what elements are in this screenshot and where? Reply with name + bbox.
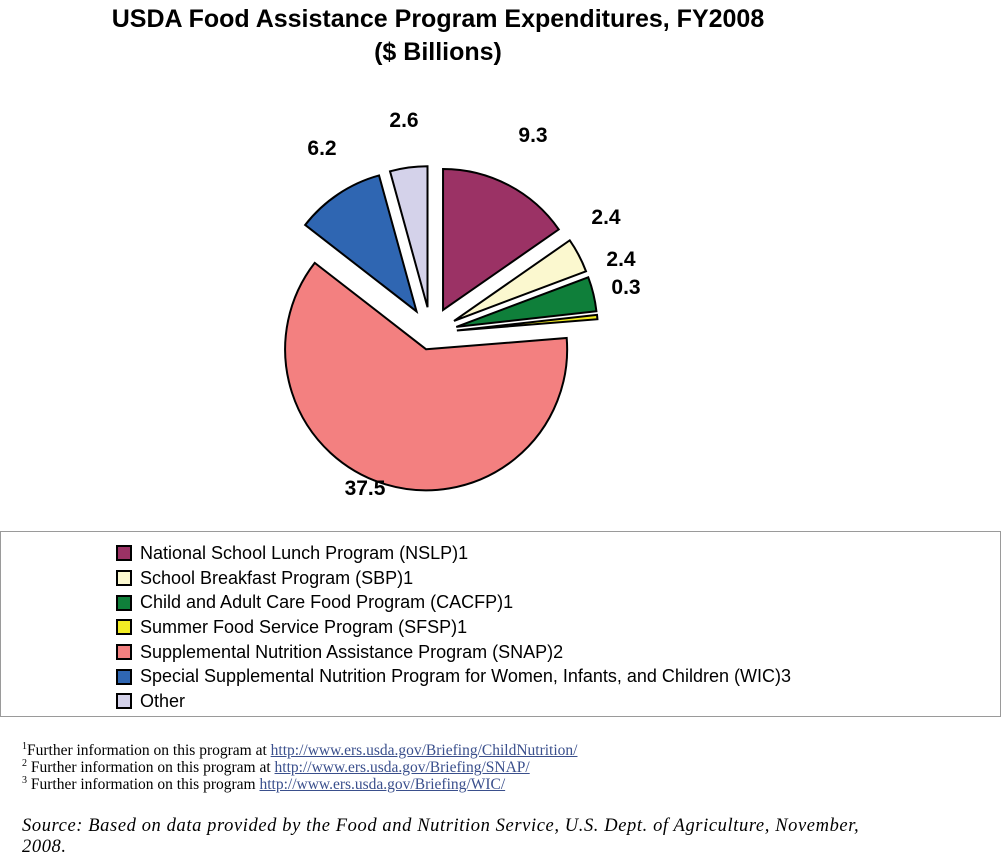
legend-label: Summer Food Service Program (SFSP)1 [140, 616, 468, 637]
legend-item: Other [116, 689, 791, 714]
pie-slice [303, 174, 419, 315]
pie-slice [388, 165, 429, 308]
legend-item: Supplemental Nutrition Assistance Progra… [116, 640, 791, 665]
slice-value-label: 37.5 [345, 477, 386, 500]
footnote-3-link[interactable]: http://www.ers.usda.gov/Briefing/WIC/ [259, 776, 506, 793]
footnote-2-link[interactable]: http://www.ers.usda.gov/Briefing/SNAP/ [274, 759, 530, 776]
legend-swatch [116, 594, 132, 611]
legend: National School Lunch Program (NSLP)1 Sch… [0, 531, 1001, 717]
slice-value-label: 2.4 [606, 248, 636, 271]
slice-value-label: 6.2 [307, 137, 336, 160]
legend-swatch [116, 619, 132, 636]
chart-title: USDA Food Assistance Program Expenditure… [0, 3, 876, 69]
footnotes: 1Further information on this program at … [22, 741, 578, 794]
pie-slice [456, 313, 599, 332]
legend-label: Special Supplemental Nutrition Program f… [140, 666, 791, 687]
slice-value-label: 2.4 [591, 206, 621, 229]
chart-title-main: USDA Food Assistance Program Expenditure… [111, 5, 765, 33]
legend-swatch [116, 570, 132, 587]
legend-item: Child and Adult Care Food Program (CACFP… [116, 590, 791, 615]
legend-label: Child and Adult Care Food Program (CACFP… [140, 592, 514, 613]
legend-swatch [116, 668, 132, 685]
chart-subtitle: ($ Billions) [374, 38, 502, 66]
legend-label: Supplemental Nutrition Assistance Progra… [140, 641, 564, 662]
footnote-1-link[interactable]: http://www.ers.usda.gov/Briefing/ChildNu… [270, 742, 578, 759]
footnote-3: 3 Further information on this program ht… [22, 775, 506, 794]
slice-value-label: 2.6 [389, 109, 418, 132]
slice-value-label: 9.3 [518, 124, 547, 147]
legend-item: Special Supplemental Nutrition Program f… [116, 664, 791, 689]
pie-chart: 9.3 2.4 2.4 0.3 37.5 6.2 2.6 [284, 109, 641, 500]
legend-label: School Breakfast Program (SBP)1 [140, 567, 414, 588]
legend-label: Other [140, 690, 186, 711]
pie-slice [284, 261, 569, 492]
legend-item: National School Lunch Program (NSLP)1 [116, 541, 791, 566]
footnote-1: 1Further information on this program at … [22, 741, 578, 760]
legend-swatch [116, 693, 132, 710]
source-note: Source: Based on data provided by the Fo… [22, 816, 860, 857]
legend-swatch [116, 644, 132, 661]
slice-value-label: 0.3 [611, 276, 640, 299]
pie-slice [453, 238, 588, 322]
legend-list: National School Lunch Program (NSLP)1 Sch… [116, 541, 791, 714]
legend-item: Summer Food Service Program (SFSP)1 [116, 615, 791, 640]
footnote-2: 2 Further information on this program at… [22, 758, 530, 777]
pie-slice [455, 276, 598, 328]
legend-label: National School Lunch Program (NSLP)1 [140, 542, 469, 563]
legend-swatch [116, 545, 132, 562]
legend-item: School Breakfast Program (SBP)1 [116, 566, 791, 591]
pie-slice [442, 167, 561, 312]
